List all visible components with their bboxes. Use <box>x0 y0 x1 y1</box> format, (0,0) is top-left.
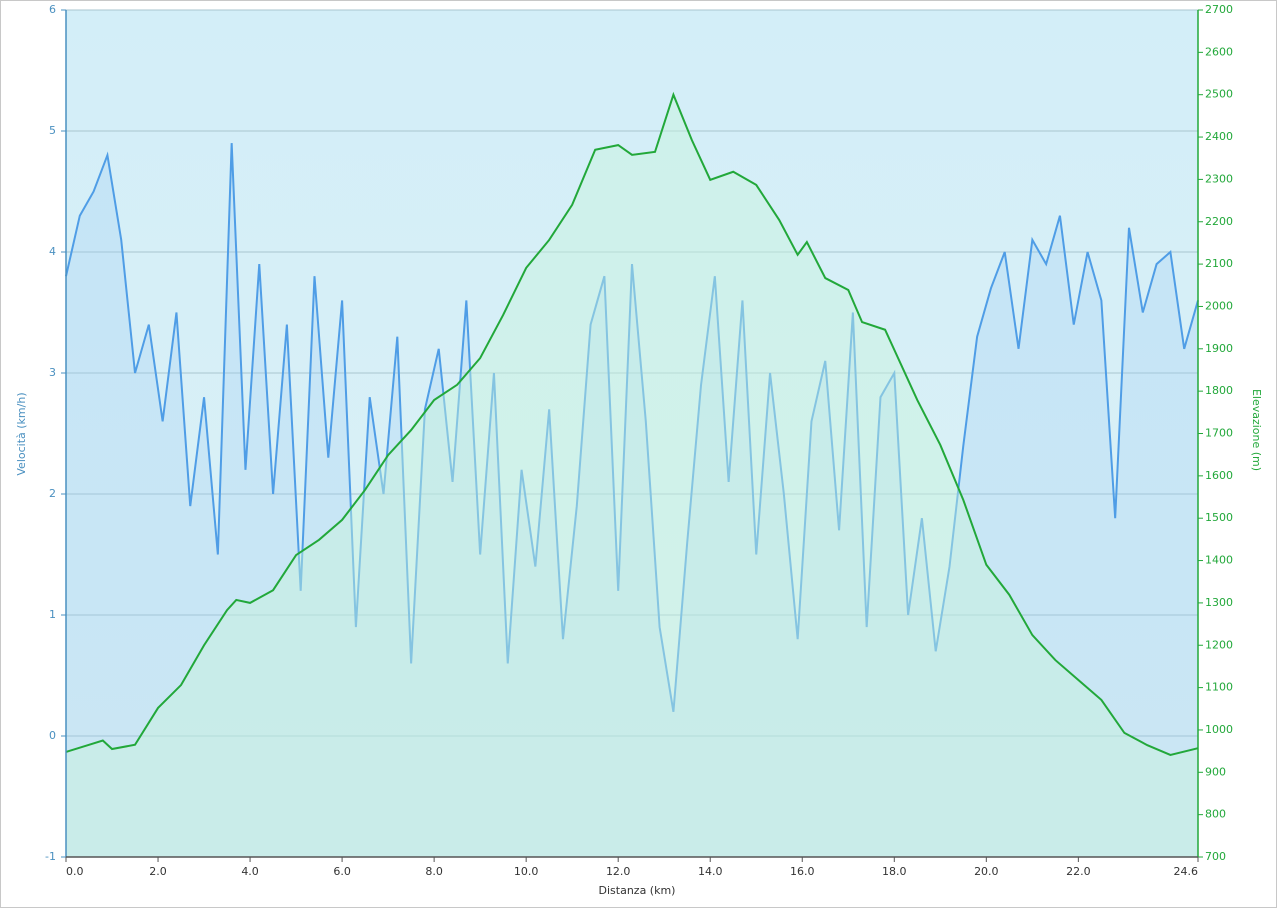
x-tick-label: 14.0 <box>698 865 723 878</box>
x-tick-label: 6.0 <box>333 865 351 878</box>
x-tick-label: 16.0 <box>790 865 815 878</box>
y2-tick-label: 1100 <box>1205 681 1233 694</box>
y-tick-label: 0 <box>49 729 56 742</box>
x-tick-label: 4.0 <box>241 865 259 878</box>
y2-tick-label: 2700 <box>1205 3 1233 16</box>
y2-tick-label: 1700 <box>1205 427 1233 440</box>
y-tick-label: -1 <box>45 850 56 863</box>
y2-tick-label: 2500 <box>1205 88 1233 101</box>
y-tick-label: 1 <box>49 608 56 621</box>
x-tick-label: 8.0 <box>425 865 443 878</box>
x-tick-label: 2.0 <box>149 865 167 878</box>
y2-tick-label: 800 <box>1205 808 1226 821</box>
y2-tick-label: 2600 <box>1205 45 1233 58</box>
y2-tick-label: 2100 <box>1205 257 1233 270</box>
area <box>66 94 1198 857</box>
y-tick-label: 3 <box>49 366 56 379</box>
x-tick-label: 18.0 <box>882 865 907 878</box>
y2-tick-label: 1800 <box>1205 384 1233 397</box>
y2-tick-label: 900 <box>1205 765 1226 778</box>
y-tick-label: 2 <box>49 487 56 500</box>
y2-tick-label: 1500 <box>1205 511 1233 524</box>
y2-tick-label: 1000 <box>1205 723 1233 736</box>
y2-tick-label: 1200 <box>1205 638 1233 651</box>
area <box>66 143 1198 858</box>
y2-tick-label: 1400 <box>1205 554 1233 567</box>
x-tick-label: 12.0 <box>606 865 631 878</box>
x-axis-title: Distanza (km) <box>599 884 676 897</box>
plot-area <box>66 10 1198 857</box>
line <box>65 91 1199 756</box>
x-tick-label: 20.0 <box>974 865 999 878</box>
y2-axis-title: Elevazione (m) <box>1250 389 1263 471</box>
y2-tick-label: 2300 <box>1205 172 1233 185</box>
y2-tick-label: 700 <box>1205 850 1226 863</box>
y2-tick-label: 2000 <box>1205 299 1233 312</box>
y-axis-title: Velocità (km/h) <box>15 392 28 475</box>
y2-tick-label: 1300 <box>1205 596 1233 609</box>
y2-tick-label: 2200 <box>1205 215 1233 228</box>
y-tick-label: 4 <box>49 245 56 258</box>
x-tick-label: 22.0 <box>1066 865 1091 878</box>
x-tick-label: 10.0 <box>514 865 539 878</box>
x-tick-label: 0.0 <box>66 865 84 878</box>
y2-tick-label: 1900 <box>1205 342 1233 355</box>
y2-tick-label: 2400 <box>1205 130 1233 143</box>
y-tick-label: 5 <box>49 124 56 137</box>
x-tick-label: 24.6 <box>1174 865 1199 878</box>
y2-tick-label: 1600 <box>1205 469 1233 482</box>
y-tick-label: 6 <box>49 3 56 16</box>
line <box>65 143 1199 712</box>
